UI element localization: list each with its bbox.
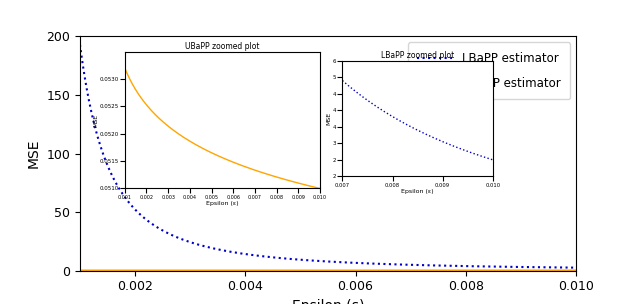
UBaPP estimator <box>467 269 474 272</box>
Line: LBaPP estimator: LBaPP estimator <box>80 45 576 268</box>
LBaPP estimator <box>557 266 565 269</box>
Legend: LBaPP estimator, UBaPP estimator: LBaPP estimator, UBaPP estimator <box>408 42 570 99</box>
LBaPP estimator <box>317 259 325 263</box>
UBaPP estimator <box>76 269 84 272</box>
Title: UBaPP zoomed plot: UBaPP zoomed plot <box>185 42 260 51</box>
UBaPP estimator <box>558 269 566 272</box>
Y-axis label: MSE: MSE <box>326 112 332 125</box>
X-axis label: Epsilon (ε): Epsilon (ε) <box>292 299 364 304</box>
LBaPP estimator <box>76 43 84 47</box>
LBaPP estimator <box>572 266 580 269</box>
UBaPP estimator <box>304 269 312 272</box>
Title: LBaPP zoomed plot: LBaPP zoomed plot <box>381 51 454 60</box>
LBaPP estimator <box>304 258 312 262</box>
Y-axis label: MSE: MSE <box>93 113 98 127</box>
UBaPP estimator <box>572 269 580 272</box>
UBaPP estimator <box>557 269 565 272</box>
UBaPP estimator <box>102 269 109 272</box>
X-axis label: Epsilon (ε): Epsilon (ε) <box>206 201 239 206</box>
LBaPP estimator <box>102 158 109 162</box>
UBaPP estimator <box>317 269 325 272</box>
Y-axis label: MSE: MSE <box>27 139 41 168</box>
LBaPP estimator <box>558 266 566 269</box>
LBaPP estimator <box>467 264 474 268</box>
X-axis label: Epsilon (ε): Epsilon (ε) <box>401 189 434 194</box>
